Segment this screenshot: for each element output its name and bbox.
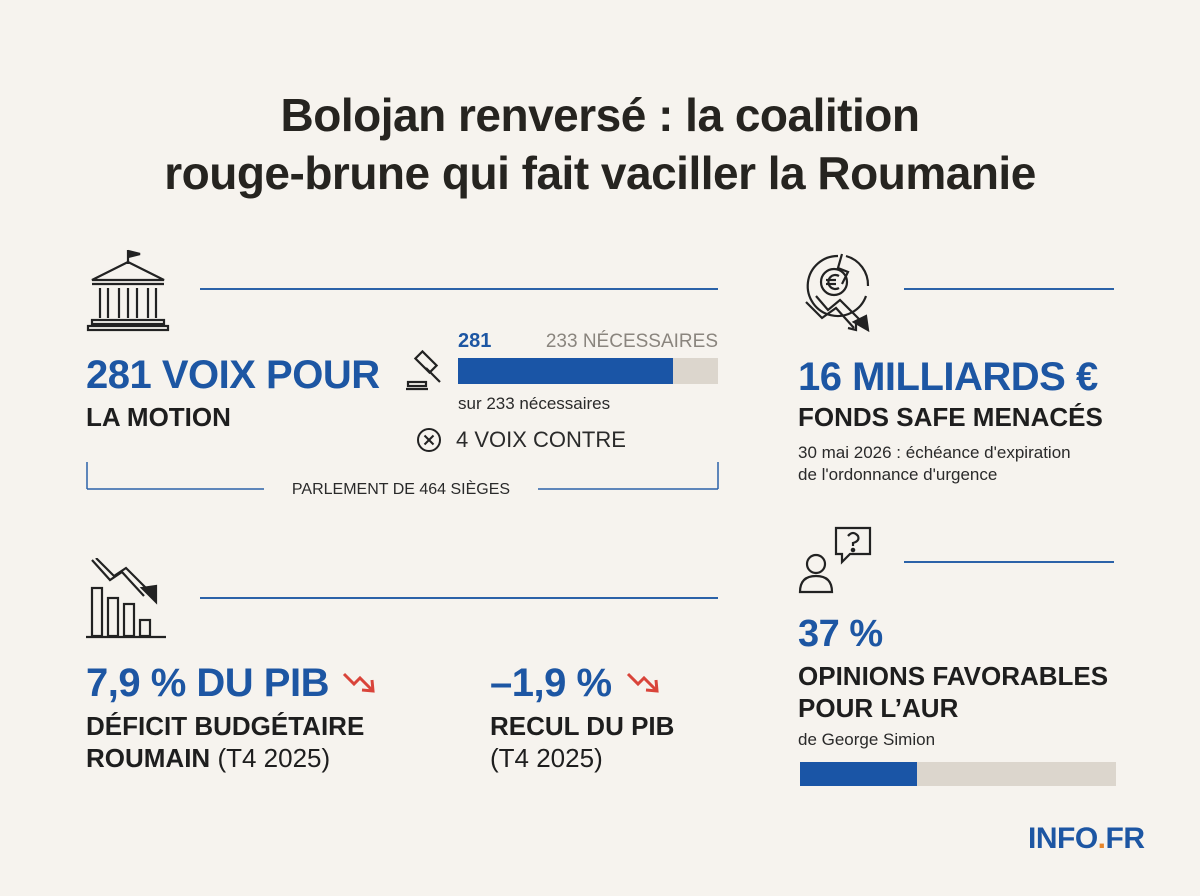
deficit-subline-2: ROUMAIN xyxy=(86,743,211,773)
parliament-building-icon xyxy=(86,248,170,332)
votes-against: 4 VOIX CONTRE xyxy=(456,427,626,452)
section-rule-safe xyxy=(904,288,1114,290)
cross-circle-icon xyxy=(416,427,442,453)
opinion-subline-2: POUR L’AUR xyxy=(798,693,959,723)
opinion-caption: de George Simion xyxy=(798,730,936,749)
trend-down-icon xyxy=(626,670,662,694)
logo-dot: . xyxy=(1097,822,1106,855)
deficit-subline-1: DÉFICIT BUDGÉTAIRE xyxy=(86,711,365,741)
section-rule-motion xyxy=(200,288,718,290)
safe-subline: FONDS SAFE MENACÉS xyxy=(798,402,1103,432)
opinion-bar-track xyxy=(800,762,1116,786)
gdp-subline-1: RECUL DU PIB xyxy=(490,711,675,741)
info-fr-logo: INFO.FR xyxy=(1028,822,1145,856)
opinion-subline: OPINIONS FAVORABLES POUR L’AUR xyxy=(798,660,1108,724)
title-line-2: rouge-brune qui fait vaciller la Roumani… xyxy=(164,147,1036,199)
gdp-subline: RECUL DU PIB (T4 2025) xyxy=(490,710,674,774)
logo-part-2: FR xyxy=(1105,822,1146,855)
votes-bar-track xyxy=(458,358,718,384)
euro-decline-icon xyxy=(798,250,880,334)
opinion-subline-1: OPINIONS FAVORABLES xyxy=(798,661,1109,691)
opinion-bar-fill xyxy=(800,762,917,786)
motion-subline: LA MOTION xyxy=(86,402,231,432)
person-question-icon xyxy=(798,526,874,598)
bar-value-label: 281 xyxy=(458,330,492,352)
opinion-headline: 37 % xyxy=(798,613,883,655)
safe-note-line-1: 30 mai 2026 : échéance d'expiration xyxy=(798,443,1071,462)
bar-caption: sur 233 nécessaires xyxy=(458,394,611,413)
declining-bar-chart-icon xyxy=(86,558,168,640)
gavel-icon xyxy=(404,348,448,392)
safe-note-line-2: de l'ordonnance d'urgence xyxy=(798,465,998,484)
bar-threshold-label: 233 NÉCESSAIRES xyxy=(545,331,718,352)
parliament-bracket xyxy=(86,462,720,492)
section-rule-economy xyxy=(200,597,718,599)
safe-headline: 16 MILLIARDS € xyxy=(798,355,1098,399)
title-line-1: Bolojan renversé : la coalition xyxy=(280,89,920,141)
deficit-subline: DÉFICIT BUDGÉTAIRE ROUMAIN (T4 2025) xyxy=(86,710,364,774)
safe-note: 30 mai 2026 : échéance d'expiration de l… xyxy=(798,442,1071,486)
trend-down-icon xyxy=(342,670,378,694)
section-rule-opinion xyxy=(904,561,1114,563)
gdp-headline: –1,9 % xyxy=(490,661,612,705)
logo-part-1: INFO xyxy=(1028,822,1098,855)
parliament-label: PARLEMENT DE 464 SIÈGES xyxy=(291,481,511,498)
deficit-period: (T4 2025) xyxy=(217,743,331,773)
motion-headline: 281 VOIX POUR xyxy=(86,353,380,397)
gdp-period: (T4 2025) xyxy=(490,743,603,773)
page-title: Bolojan renversé : la coalition rouge-br… xyxy=(0,86,1200,202)
deficit-headline: 7,9 % DU PIB xyxy=(86,661,329,705)
votes-bar-fill xyxy=(458,358,673,384)
